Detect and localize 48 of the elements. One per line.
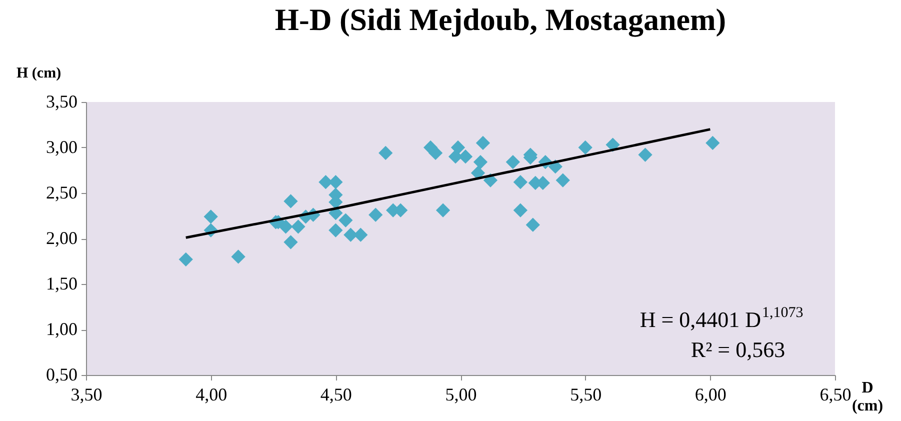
point	[513, 203, 528, 218]
point	[338, 213, 353, 228]
point	[328, 223, 343, 238]
x-tick-label: 5,50	[570, 384, 602, 404]
x-tick-label: 6,00	[694, 384, 726, 404]
point	[436, 203, 450, 218]
point	[450, 140, 466, 155]
point	[328, 175, 343, 190]
point	[556, 173, 570, 188]
y-tick-label: 3,50	[46, 92, 78, 112]
point	[638, 148, 652, 162]
point	[473, 154, 488, 170]
line-series	[184, 128, 712, 239]
y-tick-label: 0,50	[46, 364, 78, 384]
point	[513, 175, 528, 190]
annotation: R² = 0,563	[690, 337, 786, 362]
point	[231, 250, 246, 264]
point	[204, 210, 218, 224]
x-tick-label: 4,50	[320, 384, 352, 404]
point	[291, 220, 306, 234]
point	[178, 252, 193, 266]
point	[428, 146, 443, 160]
x-tick-label: 3,50	[70, 384, 102, 404]
point	[278, 220, 293, 234]
point	[284, 194, 298, 208]
y-tick-label: 1,00	[46, 319, 78, 339]
x-axis-title: D (cm)	[852, 380, 884, 414]
x-tick-label: 6,50	[820, 384, 852, 404]
point	[526, 218, 540, 232]
y-tick-label: 3,00	[46, 137, 78, 157]
point	[368, 208, 383, 222]
point	[470, 166, 486, 180]
y-tick-label: 1,50	[46, 274, 78, 294]
point	[284, 235, 298, 250]
point	[318, 175, 333, 190]
chart-title: H-D (Sidi Mejdoub, Mostaganem)	[274, 2, 726, 37]
point	[476, 136, 490, 150]
point	[578, 140, 592, 155]
y-axis-title: H (cm)	[16, 66, 62, 82]
x-tick-label: 4,00	[196, 384, 228, 404]
point	[344, 228, 358, 242]
point	[506, 154, 520, 170]
point	[378, 146, 393, 160]
point	[706, 136, 720, 150]
x-tick-label: 5,00	[445, 384, 477, 404]
y-tick-label: 2,50	[46, 182, 78, 202]
y-tick-label: 2,00	[46, 228, 78, 248]
point	[354, 228, 368, 242]
